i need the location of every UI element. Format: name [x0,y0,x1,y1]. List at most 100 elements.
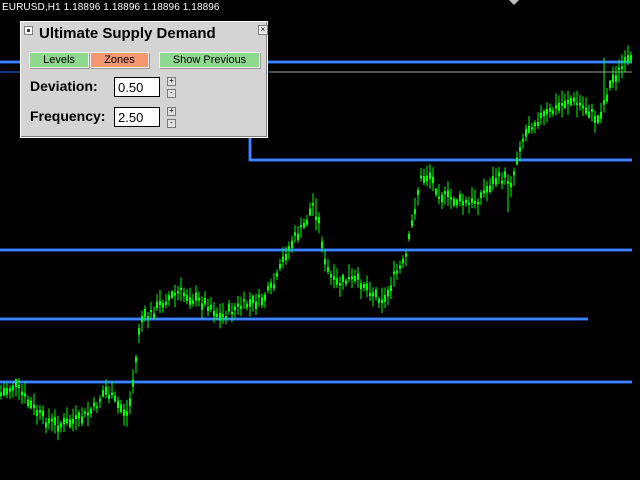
frequency-input[interactable] [114,107,160,127]
candle-body [621,66,623,69]
deviation-increase-button[interactable]: + [167,77,176,86]
deviation-input[interactable] [114,77,160,97]
candle-body [213,310,215,317]
candle-body [15,379,17,388]
candle-body [351,276,353,280]
candle-body [495,178,497,185]
candle-body [555,105,557,109]
candle-body [360,283,362,290]
deviation-decrease-button[interactable]: - [167,89,176,98]
candle-body [381,299,383,304]
candle-body [132,379,134,387]
frequency-increase-button[interactable]: + [167,107,176,116]
candle-body [36,410,38,416]
candle-body [183,292,185,297]
candle-body [99,398,101,402]
frequency-decrease-button[interactable]: - [167,119,176,128]
candle-body [255,301,257,309]
panel-title: Ultimate Supply Demand [39,25,216,42]
candle-body [507,181,509,184]
candle-body [57,425,59,432]
candle-body [9,388,11,392]
candle-body [87,412,89,416]
candle-body [228,303,230,312]
candle-body [84,411,86,414]
candle-body [420,175,422,179]
move-handle-icon[interactable] [24,26,33,35]
candle-body [264,294,266,301]
candle-body [498,172,500,177]
candle-body [93,402,95,407]
candle-body [357,273,359,280]
candle-body [594,115,596,124]
candle-body [240,306,242,309]
candle-body [150,309,152,313]
zones-button[interactable]: Zones [90,52,149,68]
candle-body [276,272,278,277]
candle-body [24,393,26,397]
candle-body [474,200,476,204]
candle-body [66,418,68,423]
candle-body [165,301,167,305]
candle-body [270,282,272,288]
candle-body [294,232,296,236]
show-previous-button[interactable]: Show Previous [159,52,260,68]
candle-body [318,217,320,224]
candle-body [519,146,521,152]
candle-body [267,286,269,291]
candle-body [513,171,515,176]
candle-body [585,107,587,114]
candle-body [363,284,365,289]
candle-body [273,284,275,289]
candle-body [588,111,590,118]
candle-body [597,115,599,124]
candle-body [345,280,347,284]
candle-body [42,410,44,417]
candle-body [375,289,377,298]
candle-body [54,417,56,425]
candle-body [195,292,197,301]
candle-body [372,292,374,297]
candle-body [612,74,614,83]
candle-body [441,194,443,203]
close-icon[interactable]: × [258,25,268,35]
levels-button[interactable]: Levels [29,52,89,68]
candle-body [417,189,419,196]
candle-body [603,100,605,105]
candle-body [561,103,563,106]
candle-body [171,291,173,298]
candle-body [48,418,50,424]
candle-body [354,276,356,282]
candle-body [528,125,530,133]
candle-body [618,67,620,70]
candle-body [522,138,524,142]
candle-body [69,419,71,428]
candle-body [81,416,83,424]
candle-body [402,258,404,264]
candle-body [384,295,386,302]
candle-body [405,253,407,257]
candle-body [489,185,491,192]
candle-body [72,418,74,424]
candle-body [279,263,281,269]
deviation-label: Deviation: [30,78,98,94]
candle-body [501,180,503,184]
candle-body [468,202,470,205]
candle-body [141,315,143,323]
chart-shift-marker[interactable] [509,0,519,5]
candle-body [408,233,410,240]
candle-body [0,392,2,396]
candle-body [60,423,62,428]
candle-body [27,399,29,407]
candle-body [18,384,20,389]
candle-body [90,408,92,414]
candle-body [582,105,584,109]
candle-body [558,102,560,111]
candle-body [252,295,254,304]
candle-body [186,295,188,301]
candle-body [12,385,14,391]
candle-body [570,97,572,106]
candle-body [624,57,626,63]
candle-body [291,240,293,248]
